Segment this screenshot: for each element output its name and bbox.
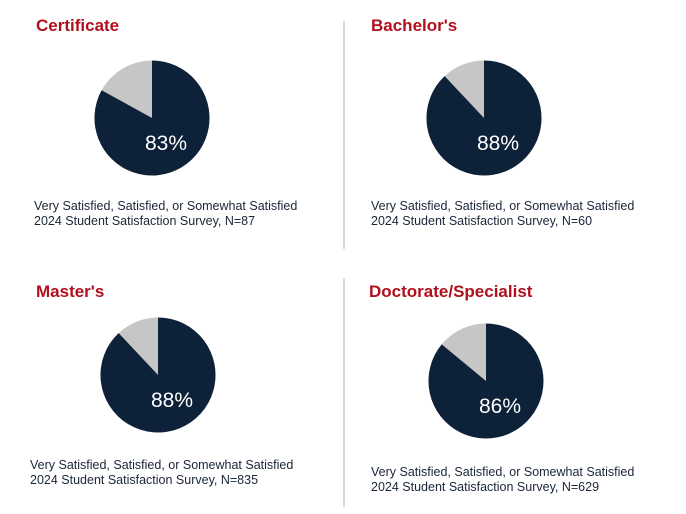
pie-chart: 88% (100, 317, 216, 433)
caption: Very Satisfied, Satisfied, or Somewhat S… (371, 199, 634, 229)
caption-line-2: 2024 Student Satisfaction Survey, N=835 (30, 473, 259, 487)
caption-line-1: Very Satisfied, Satisfied, or Somewhat S… (371, 199, 635, 213)
panel-title: Certificate (36, 16, 120, 35)
divider-top (343, 21, 345, 249)
pie-chart: 83% (94, 60, 210, 176)
pie-slice-satisfied (426, 60, 542, 176)
pie-slice-satisfied (428, 323, 544, 439)
pie-value-label: 86% (479, 395, 521, 418)
panel-title: Master's (36, 282, 105, 301)
caption-line-1: Very Satisfied, Satisfied, or Somewhat S… (371, 465, 635, 479)
caption-line-1: Very Satisfied, Satisfied, or Somewhat S… (34, 199, 298, 213)
pie-value-label: 83% (145, 132, 187, 155)
panel-title: Doctorate/Specialist (369, 282, 533, 301)
caption: Very Satisfied, Satisfied, or Somewhat S… (371, 465, 634, 495)
pie-chart: 86% (428, 323, 544, 439)
pie-slice-satisfied (100, 317, 216, 433)
caption: Very Satisfied, Satisfied, or Somewhat S… (34, 199, 297, 229)
panel-title: Bachelor's (371, 16, 458, 35)
caption-line-2: 2024 Student Satisfaction Survey, N=629 (371, 480, 600, 494)
pie-slice-satisfied (94, 60, 210, 176)
pie-value-label: 88% (477, 132, 519, 155)
pie-value-label: 88% (151, 389, 193, 412)
caption-line-1: Very Satisfied, Satisfied, or Somewhat S… (30, 458, 294, 472)
divider-bottom (343, 278, 345, 507)
pie-chart: 88% (426, 60, 542, 176)
caption: Very Satisfied, Satisfied, or Somewhat S… (30, 458, 293, 488)
caption-line-2: 2024 Student Satisfaction Survey, N=87 (34, 214, 256, 228)
caption-line-2: 2024 Student Satisfaction Survey, N=60 (371, 214, 593, 228)
